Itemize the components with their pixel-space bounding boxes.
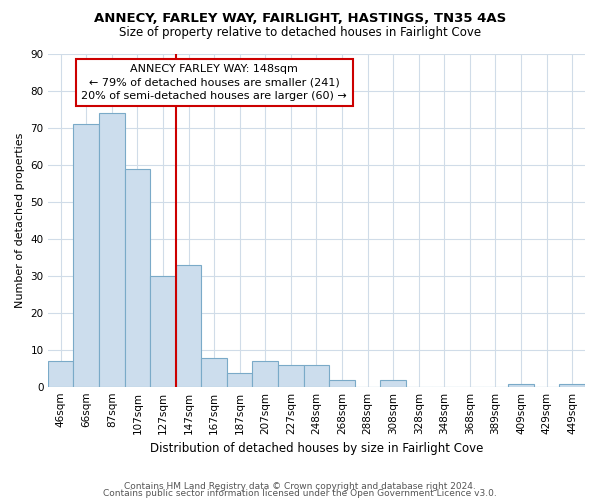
Bar (125, 169, 150, 388)
Bar (150, 276, 176, 388)
Bar (278, 365, 304, 388)
Text: Size of property relative to detached houses in Fairlight Cove: Size of property relative to detached ho… (119, 26, 481, 39)
Bar (227, 372, 253, 388)
Bar (176, 265, 202, 388)
Bar (329, 380, 355, 388)
Bar (508, 384, 534, 388)
Text: ANNECY, FARLEY WAY, FAIRLIGHT, HASTINGS, TN35 4AS: ANNECY, FARLEY WAY, FAIRLIGHT, HASTINGS,… (94, 12, 506, 26)
X-axis label: Distribution of detached houses by size in Fairlight Cove: Distribution of detached houses by size … (150, 442, 483, 455)
Bar (253, 362, 278, 388)
Text: Contains public sector information licensed under the Open Government Licence v3: Contains public sector information licen… (103, 489, 497, 498)
Y-axis label: Number of detached properties: Number of detached properties (15, 133, 25, 308)
Bar (99, 114, 125, 388)
Text: Contains HM Land Registry data © Crown copyright and database right 2024.: Contains HM Land Registry data © Crown c… (124, 482, 476, 491)
Bar (559, 384, 585, 388)
Bar (202, 358, 227, 388)
Bar (304, 365, 329, 388)
Bar (48, 362, 73, 388)
Bar (380, 380, 406, 388)
Bar (73, 124, 99, 388)
Text: ANNECY FARLEY WAY: 148sqm
← 79% of detached houses are smaller (241)
20% of semi: ANNECY FARLEY WAY: 148sqm ← 79% of detac… (82, 64, 347, 100)
